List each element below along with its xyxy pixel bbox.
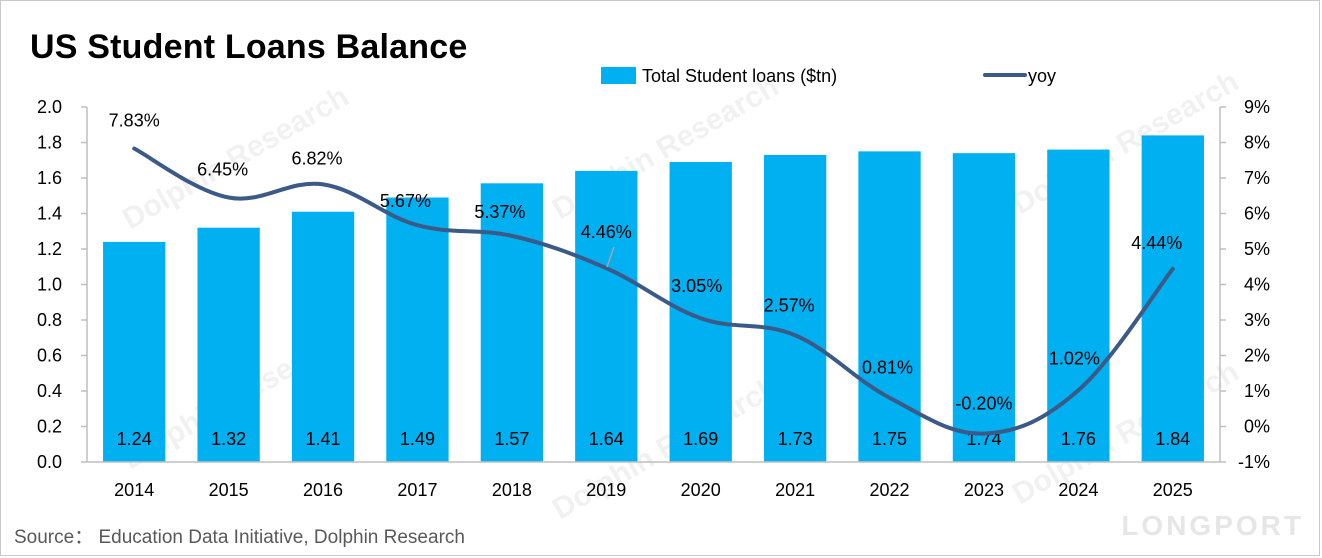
bar-label: 1.49 xyxy=(400,429,435,449)
label-leader-line xyxy=(606,246,615,268)
y-right-tick-label: 1% xyxy=(1244,381,1270,401)
bar xyxy=(669,162,732,462)
y-right-tick-label: 0% xyxy=(1244,417,1270,437)
y-left-tick-label: 1.4 xyxy=(37,204,62,224)
yoy-label: 2.57% xyxy=(764,295,815,315)
bar-label: 1.75 xyxy=(872,429,907,449)
bar xyxy=(952,153,1016,462)
y-left-tick-label: 1.2 xyxy=(37,239,62,259)
bar-label: 1.41 xyxy=(306,429,341,449)
bar-series xyxy=(103,135,1204,463)
bar xyxy=(1047,149,1110,462)
watermark-text: Dolphin Research xyxy=(1007,355,1244,511)
bar xyxy=(480,183,544,462)
y-right-tick-label: -1% xyxy=(1238,452,1270,472)
bar-label: 1.64 xyxy=(589,429,624,449)
line-label-group: 7.83% 6.45% 6.82% 5.67% 5.37% 4.46% 3.05% 2.57%… xyxy=(109,111,1183,414)
y-left-tick-label: 1.8 xyxy=(37,133,62,153)
x-tick-label: 2023 xyxy=(964,480,1004,500)
yoy-label: 0.81% xyxy=(862,358,913,378)
bar-label: 1.84 xyxy=(1155,429,1190,449)
y-right-tick-label: 2% xyxy=(1244,346,1270,366)
x-tick-label: 2015 xyxy=(209,480,249,500)
legend-label-bar: Total Student loans ($tn) xyxy=(642,66,837,86)
y-right-tick-label: 8% xyxy=(1244,133,1270,153)
y-left-tick-label: 0.0 xyxy=(37,452,62,472)
yoy-label: 3.05% xyxy=(671,276,722,296)
y-left-tick-label: 1.0 xyxy=(37,275,62,295)
y-right-tick-label: 6% xyxy=(1244,204,1270,224)
x-tick-label: 2019 xyxy=(586,480,626,500)
x-tick-label: 2025 xyxy=(1153,480,1193,500)
y-left-tick-label: 0.6 xyxy=(37,346,62,366)
y-left-tick-label: 0.2 xyxy=(37,417,62,437)
yoy-label: 4.46% xyxy=(581,222,632,242)
brand-watermark: LONGPORT xyxy=(1121,510,1304,541)
y-right-tick-label: 9% xyxy=(1244,97,1270,117)
watermark-text: Dolphin Research xyxy=(1007,65,1244,221)
yoy-label: 6.82% xyxy=(292,148,343,168)
bar-label: 1.73 xyxy=(778,429,813,449)
y-right-tick-label: 7% xyxy=(1244,168,1270,188)
yoy-label: -0.20% xyxy=(955,394,1012,414)
x-tick-label: 2018 xyxy=(492,480,532,500)
yoy-line xyxy=(132,146,1175,436)
axes: 0.0 0.2 0.4 0.6 0.8 1.0 1.2 1.4 1.6 1.8 2.0 -1% 0% 1%… xyxy=(37,97,1270,500)
yoy-label: 4.44% xyxy=(1131,233,1182,253)
x-tick-label: 2024 xyxy=(1058,480,1098,500)
x-tick-label: 2021 xyxy=(775,480,815,500)
yoy-label: 6.45% xyxy=(197,160,248,180)
bar xyxy=(575,170,638,462)
y-right-tick-label: 4% xyxy=(1244,275,1270,295)
bar xyxy=(386,197,449,462)
y-left-tick-label: 0.8 xyxy=(37,310,62,330)
bar-label: 1.32 xyxy=(211,429,246,449)
y-left-tick-label: 0.4 xyxy=(37,381,62,401)
chart-title: US Student Loans Balance xyxy=(30,28,468,66)
source-note: Source： Education Data Initiative, Dolph… xyxy=(14,527,465,548)
line-series xyxy=(132,146,1175,436)
bar-label: 1.57 xyxy=(494,429,529,449)
x-tick-label: 2014 xyxy=(114,480,154,500)
x-tick-label: 2017 xyxy=(397,480,437,500)
yoy-label: 1.02% xyxy=(1049,348,1100,368)
y-right-tick-label: 5% xyxy=(1244,239,1270,259)
bar xyxy=(763,154,827,463)
y-left-tick-label: 2.0 xyxy=(37,97,62,117)
y-right-tick-label: 3% xyxy=(1244,310,1270,330)
bar xyxy=(103,241,166,462)
bar-label: 1.69 xyxy=(683,429,718,449)
x-tick-label: 2016 xyxy=(303,480,343,500)
legend-swatch-bar xyxy=(601,67,636,84)
bar-label: 1.76 xyxy=(1061,429,1096,449)
yoy-label: 5.67% xyxy=(380,191,431,211)
x-tick-label: 2020 xyxy=(681,480,721,500)
legend: Total Student loans ($tn) yoy xyxy=(601,66,1056,86)
bar-label: 1.24 xyxy=(117,429,152,449)
bar xyxy=(858,151,921,462)
x-tick-label: 2022 xyxy=(870,480,910,500)
legend-label-line: yoy xyxy=(1028,66,1056,86)
yoy-label: 5.37% xyxy=(474,202,525,222)
bar-label-group: 1.24 1.32 1.41 1.49 1.57 1.64 1.69 1.73 1.75 1.74… xyxy=(117,429,1191,449)
bar xyxy=(291,211,355,462)
y-left-tick-label: 1.6 xyxy=(37,168,62,188)
bar xyxy=(197,227,260,462)
yoy-label: 7.83% xyxy=(109,111,160,131)
